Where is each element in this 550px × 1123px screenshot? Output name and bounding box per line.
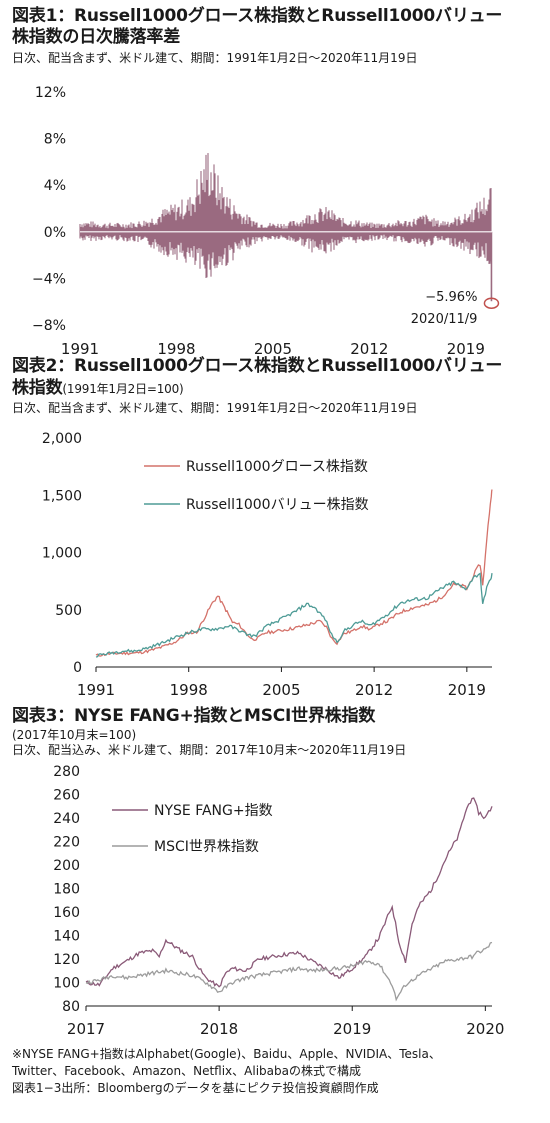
x-tick-label: 2018 xyxy=(200,1020,238,1038)
chart2-plot: 2,000 1,500 1,000 500 0 1991 1998 2005 2012 2019… xyxy=(42,431,493,699)
y-tick-label: 240 xyxy=(53,811,80,827)
y-tick-label: 500 xyxy=(55,603,82,619)
chart2-title-line2-wrap: 株指数(1991年1月2日=100) xyxy=(12,378,184,400)
y-tick-label: 8% xyxy=(44,132,66,148)
series-line-2 xyxy=(85,941,493,1002)
x-tick-label: 1991 xyxy=(61,340,99,358)
legend-label: MSCI世界株指数 xyxy=(154,839,259,855)
series-line-1 xyxy=(95,489,493,657)
y-tick-label: 160 xyxy=(53,905,80,921)
x-tick-label: 2019 xyxy=(333,1020,371,1038)
y-tick-label: 280 xyxy=(53,764,80,780)
y-tick-label: 1,500 xyxy=(42,488,82,504)
x-tick-label: 2020 xyxy=(466,1020,504,1038)
x-tick-label: 1991 xyxy=(77,681,115,699)
x-tick-label: 2005 xyxy=(254,340,292,358)
chart1-plot: 12% 8% 4% 0% −4% −8% 1991 1998 2005 2012 2019 −5.… xyxy=(32,85,500,358)
chart1-title-line2: 株指数の日次騰落率差 xyxy=(12,27,180,47)
chart1-subtitle: 日次、配当含まず、米ドル建て、期間：1991年1月2日～2020年11月19日 xyxy=(12,51,418,65)
y-tick-label: 0 xyxy=(73,660,82,676)
x-tick-label: 2017 xyxy=(67,1020,105,1038)
y-tick-label: 12% xyxy=(35,85,66,101)
y-tick-label: 4% xyxy=(44,178,66,194)
x-tick-label: 2012 xyxy=(355,681,393,699)
y-tick-label: 120 xyxy=(53,952,80,968)
highlight-marker xyxy=(483,297,500,309)
chart2-title-suffix: (1991年1月2日=100) xyxy=(62,382,184,396)
chart3-title-line1: 図表3：NYSE FANG+指数とMSCI世界株指数 xyxy=(12,706,376,726)
y-tick-label: −4% xyxy=(32,271,66,287)
annotation-date: 2020/11/9 xyxy=(411,312,478,327)
chart3-subtitle: 日次、配当込み、米ドル建て、期間：2017年10月末～2020年11月19日 xyxy=(12,743,407,757)
y-tick-label: 180 xyxy=(53,882,80,898)
y-tick-label: 80 xyxy=(62,999,80,1015)
x-tick-label: 1998 xyxy=(157,340,195,358)
footnote-constituents-1: ※NYSE FANG+指数はAlphabet(Google)、Baidu、App… xyxy=(12,1047,441,1061)
x-tick-label: 2019 xyxy=(448,681,486,699)
y-tick-label: 140 xyxy=(53,929,80,945)
chart2-title-line2: 株指数 xyxy=(12,378,63,398)
x-tick-label: 2012 xyxy=(350,340,388,358)
series-line-2 xyxy=(95,572,493,658)
y-tick-label: 0% xyxy=(44,225,66,241)
footnote-source: 図表1−3出所：Bloombergのデータを基にピクテ投信投資顧問作成 xyxy=(12,1081,379,1095)
x-tick-label: 1998 xyxy=(170,681,208,699)
y-tick-label: 2,000 xyxy=(42,431,82,447)
chart2-subtitle: 日次、配当含まず、米ドル建て、期間：1991年1月2日～2020年11月19日 xyxy=(12,401,418,415)
chart3-plot: 280 260 240 220 200 180 160 140 120 100 80 2017 201… xyxy=(53,764,504,1038)
x-tick-label: 2005 xyxy=(262,681,300,699)
y-tick-label: 220 xyxy=(53,835,80,851)
chart2-title-line1: 図表2：Russell1000グロース株指数とRussell1000バリュー xyxy=(12,356,503,376)
y-tick-label: 100 xyxy=(53,976,80,992)
chart1-title-line1: 図表1：Russell1000グロース株指数とRussell1000バリュー xyxy=(12,6,503,26)
chart3-title-line2: (2017年10月末=100) xyxy=(12,728,137,742)
annotation-value: −5.96% xyxy=(425,290,477,305)
x-tick-label: 2019 xyxy=(447,340,485,358)
y-tick-label: 200 xyxy=(53,858,80,874)
legend-label: Russell1000グロース株指数 xyxy=(186,459,368,475)
y-tick-label: 1,000 xyxy=(42,546,82,562)
legend-label: NYSE FANG+指数 xyxy=(154,803,273,819)
series-line-1 xyxy=(85,797,493,988)
legend-label: Russell1000バリュー株指数 xyxy=(186,497,369,513)
y-tick-label: 260 xyxy=(53,788,80,804)
footnote-constituents-2: Twitter、Facebook、Amazon、Netflix、Alibabaの… xyxy=(12,1064,361,1078)
y-tick-label: −8% xyxy=(32,318,66,334)
